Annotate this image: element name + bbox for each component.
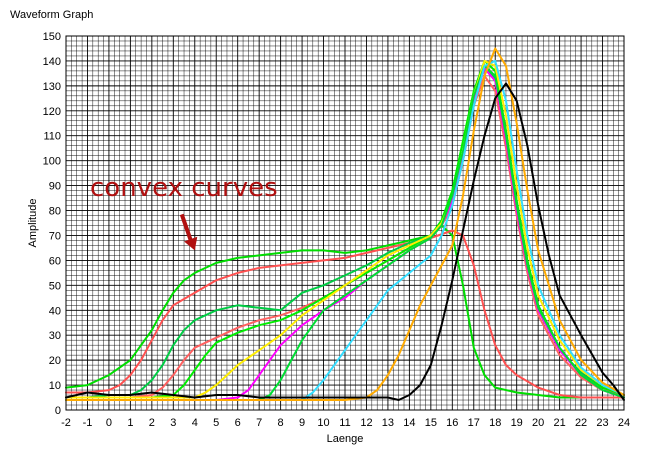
x-tick-label: 5 [213,417,219,429]
x-tick-label: 24 [618,417,630,429]
y-tick-label: 60 [49,255,61,267]
x-tick-label: 21 [553,417,565,429]
panel-title: Waveform Graph [10,9,94,21]
annotation: convex curves [90,173,278,251]
x-tick-label: 8 [278,417,284,429]
x-tick-label: 11 [339,417,350,429]
x-tick-label: 12 [360,417,372,429]
y-tick-label: 120 [43,106,61,118]
series-line-11 [65,82,625,401]
x-tick-label: 15 [425,417,437,429]
series-line-6 [65,59,625,399]
series-line-10 [65,47,625,401]
x-tick-label: 16 [446,417,458,429]
y-tick-label: 40 [49,305,61,317]
series-line-2 [65,229,625,399]
x-tick-label: 20 [532,417,544,429]
y-tick-label: 100 [43,156,61,168]
x-tick-label: -1 [83,417,93,429]
x-tick-label: 19 [511,417,523,429]
plot-border [65,35,625,411]
x-tick-label: 1 [127,417,133,429]
x-tick-label: 4 [192,417,198,429]
x-axis-label: Laenge [327,433,364,445]
y-tick-label: 150 [43,31,61,43]
y-axis-label: Amplitude [27,199,39,248]
x-axis-ticks: -2 -1 0 1 2 3 4 5 6 7 8 9 10 11 12 13 14 15 16 17 18 19 20 21 22… [61,417,630,429]
series-line-1 [65,224,625,399]
x-tick-label: 9 [299,417,305,429]
x-tick-label: 17 [468,417,480,429]
y-tick-label: 20 [49,355,61,367]
x-tick-label: 2 [149,417,155,429]
x-tick-label: 13 [382,417,394,429]
x-tick-label: 10 [317,417,329,429]
y-axis-ticks: 0 10 20 30 40 50 60 70 80 90 100 110 120 130 140 150 [43,31,61,417]
x-tick-label: -2 [61,417,71,429]
y-tick-label: 90 [49,181,61,193]
series-layer [65,47,625,401]
y-tick-label: 80 [49,206,61,218]
annotation-arrow [179,213,193,242]
y-tick-label: 140 [43,56,61,68]
x-tick-label: 18 [489,417,501,429]
y-tick-label: 50 [49,280,61,292]
y-tick-label: 0 [55,405,61,417]
y-tick-label: 70 [49,230,61,242]
x-tick-label: 7 [256,417,262,429]
x-tick-label: 0 [106,417,112,429]
annotation-text: convex curves [90,173,278,203]
x-tick-label: 23 [596,417,608,429]
y-tick-label: 30 [49,330,61,342]
x-tick-label: 6 [235,417,241,429]
y-tick-label: 130 [43,81,61,93]
y-tick-label: 110 [43,131,61,143]
x-tick-label: 22 [575,417,587,429]
annotation-arrowhead [184,236,198,251]
x-tick-label: 3 [170,417,176,429]
y-tick-label: 10 [49,380,61,392]
x-tick-label: 14 [403,417,415,429]
